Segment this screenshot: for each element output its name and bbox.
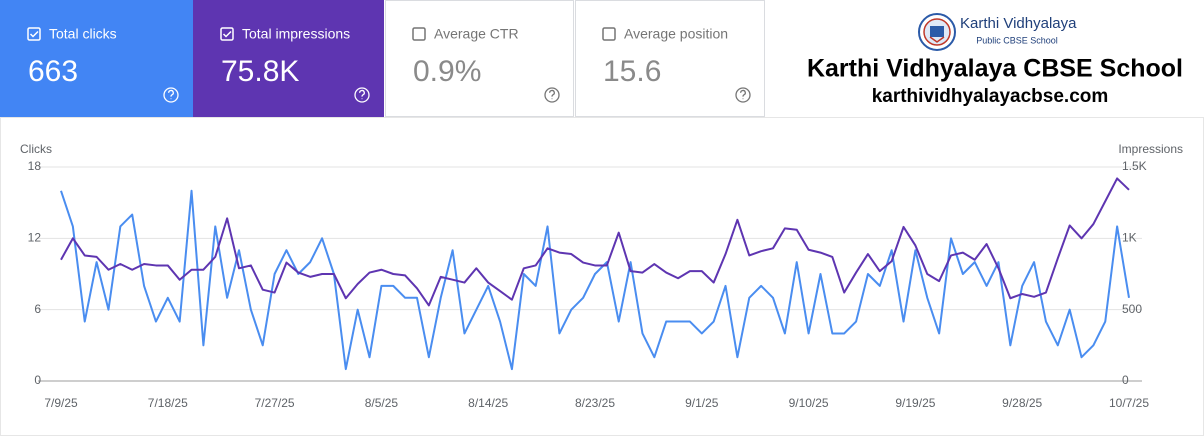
y2-tick-label: 1K <box>1122 231 1137 245</box>
series-line <box>60 189 1130 371</box>
chart-panel <box>0 117 1204 436</box>
series-line <box>60 177 1130 307</box>
checkbox <box>602 27 616 41</box>
checkbox <box>27 27 41 41</box>
logo-emblem <box>918 13 956 51</box>
metric-card[interactable]: Total impressions 75.8K <box>193 0 384 117</box>
y2-tick-label: 0 <box>1122 373 1129 387</box>
card-value: 0.9% <box>413 55 481 88</box>
y-axis-title: Clicks <box>20 142 52 156</box>
y2-tick-label: 500 <box>1122 302 1142 316</box>
checkbox <box>220 27 234 41</box>
x-tick-label: 7/9/25 <box>44 396 78 410</box>
x-tick-label: 7/27/25 <box>255 396 295 410</box>
help-icon <box>544 87 560 103</box>
help-icon <box>735 87 751 103</box>
x-tick-label: 8/23/25 <box>575 396 615 410</box>
help-icon <box>163 87 179 103</box>
card-label: Total clicks <box>49 26 117 42</box>
help-icon <box>354 87 370 103</box>
metric-card[interactable]: Average CTR 0.9% <box>385 0 574 117</box>
card-label: Average position <box>624 26 728 42</box>
card-value: 15.6 <box>603 55 661 88</box>
x-tick-label: 9/1/25 <box>685 396 719 410</box>
card-background <box>193 0 384 117</box>
x-tick-label: 9/10/25 <box>789 396 829 410</box>
metric-card[interactable]: Average position 15.6 <box>575 0 765 117</box>
help-icon-glyph <box>168 89 174 100</box>
help-icon-glyph <box>549 89 555 100</box>
logo-name: Karthi Vidhyalaya <box>960 15 1077 32</box>
metric-card[interactable]: Total clicks 663 <box>0 0 193 117</box>
y2-axis-title: Impressions <box>1118 142 1183 156</box>
card-background <box>0 0 193 117</box>
logo-subtitle: Public CBSE School <box>976 35 1058 45</box>
y2-tick-label: 1.5K <box>1122 159 1147 173</box>
card-label: Average CTR <box>434 26 519 42</box>
x-tick-label: 8/14/25 <box>468 396 508 410</box>
x-tick-label: 7/18/25 <box>148 396 188 410</box>
checkmark <box>29 30 39 38</box>
checkbox <box>412 27 426 41</box>
y-tick-label: 6 <box>34 302 41 316</box>
card-background <box>575 0 765 117</box>
checkmark <box>222 30 232 38</box>
x-tick-label: 9/19/25 <box>895 396 935 410</box>
y-tick-label: 0 <box>34 373 41 387</box>
card-value: 663 <box>28 55 78 88</box>
card-label: Total impressions <box>242 26 350 42</box>
help-icon-glyph <box>359 89 365 100</box>
card-value: 75.8K <box>221 55 299 88</box>
y-tick-label: 18 <box>28 159 42 173</box>
help-icon-glyph <box>740 89 746 100</box>
school-url: karthividhyalayacbse.com <box>872 86 1109 107</box>
x-tick-label: 9/28/25 <box>1002 396 1042 410</box>
x-tick-label: 10/7/25 <box>1109 396 1149 410</box>
y-tick-label: 12 <box>28 231 42 245</box>
card-background <box>385 0 574 117</box>
x-tick-label: 8/5/25 <box>365 396 399 410</box>
school-title: Karthi Vidhyalaya CBSE School <box>807 55 1183 83</box>
